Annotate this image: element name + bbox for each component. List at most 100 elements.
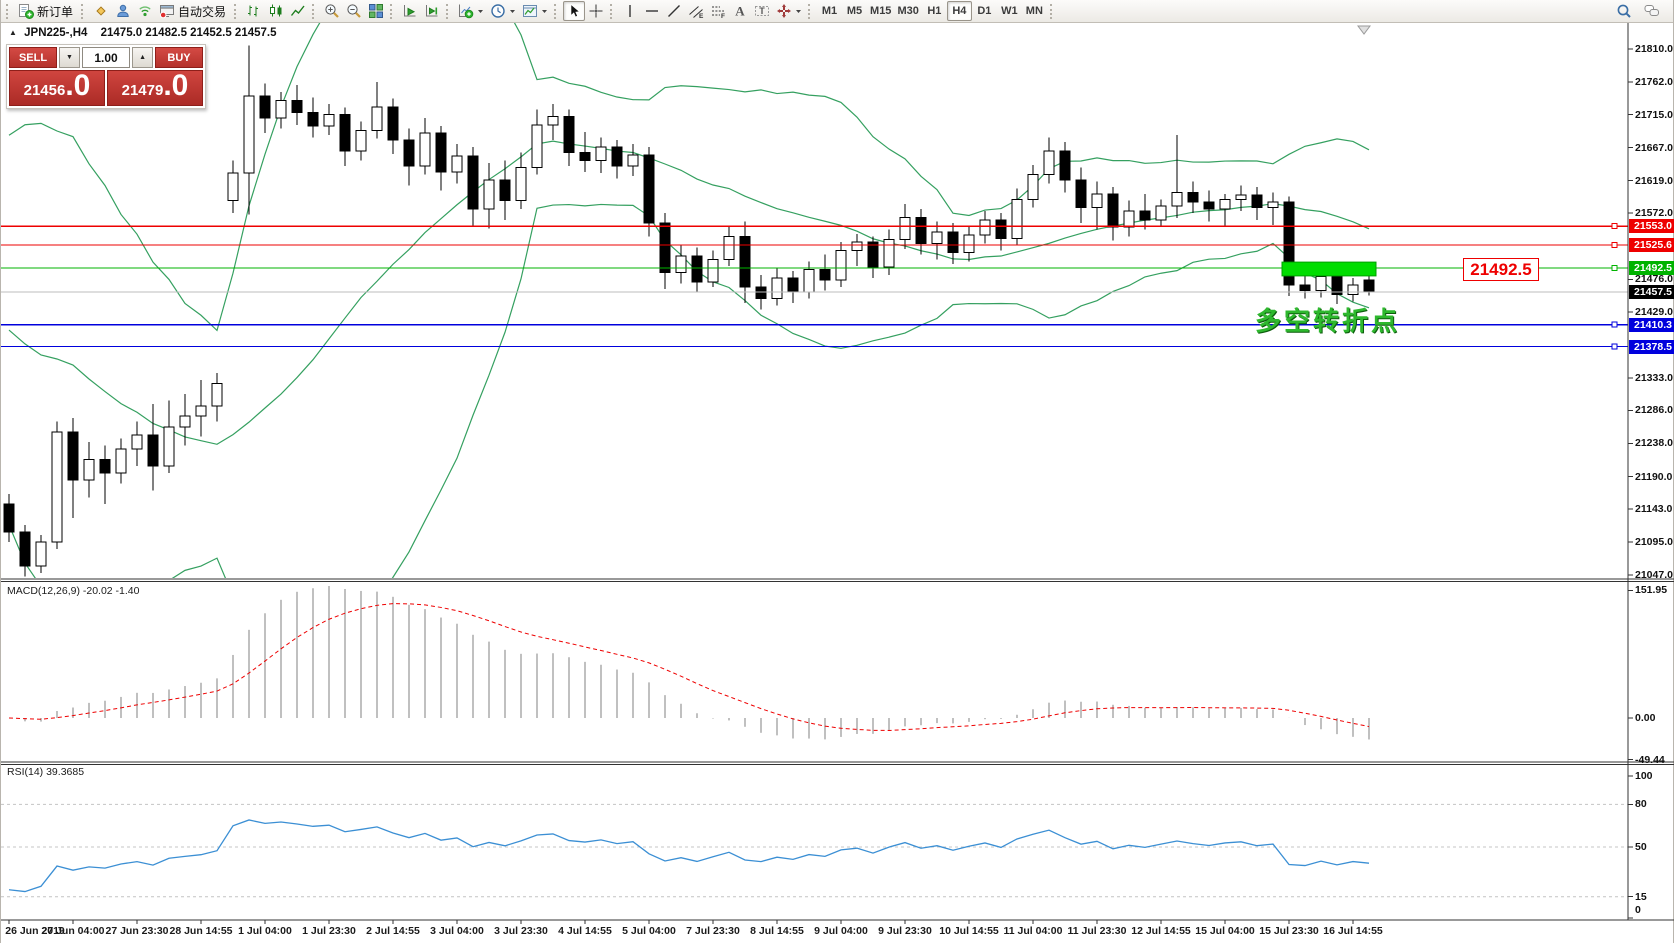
candle [3, 493, 15, 543]
candle [19, 524, 31, 577]
candle [371, 82, 383, 139]
candle [435, 126, 447, 191]
toolbar-chat-button[interactable] [1641, 1, 1663, 21]
candle [419, 117, 431, 175]
rsi-line [8, 819, 1370, 893]
price-tick-label: 21715.0 [1635, 108, 1673, 121]
time-axis-label: 8 Jul 14:55 [750, 925, 804, 937]
price-line-tag: 21457.5 [1629, 285, 1674, 300]
toolbar-candlestick-chart-button[interactable] [265, 1, 287, 21]
candle [867, 236, 879, 278]
buy-button[interactable]: BUY [155, 47, 203, 68]
candle [195, 380, 207, 437]
dropdown-caret-icon [478, 10, 484, 13]
sell-price-display[interactable]: 21456 .0 [9, 70, 105, 106]
timeframe-M30-button[interactable]: M30 [894, 1, 921, 21]
volume-input[interactable]: 1.00 [81, 47, 131, 68]
timeframe-H1-button[interactable]: H1 [922, 1, 947, 21]
toolbar-community-button[interactable] [112, 1, 134, 21]
time-axis-label: 3 Jul 04:00 [430, 925, 484, 937]
candle [179, 393, 191, 446]
toolbar-auto-trading-button[interactable]: 自动交易 [156, 1, 231, 21]
candle [99, 445, 111, 505]
price-callout-box[interactable]: 21492.5 [1463, 258, 1539, 281]
toolbar-separator [1049, 3, 1055, 19]
toolbar-text-label-button[interactable]: T [751, 1, 773, 21]
toolbar-new-order-button[interactable]: 新订单 [15, 1, 78, 21]
candle [227, 160, 239, 214]
candle [1043, 137, 1055, 184]
timeframe-M15-button[interactable]: M15 [867, 1, 894, 21]
toolbar-separator [234, 3, 239, 19]
toolbar-signals-button[interactable] [134, 1, 156, 21]
toolbar-auto-scroll-button[interactable] [399, 1, 421, 21]
rsi-axis-label: 15 [1635, 890, 1647, 903]
timeframe-D1-button[interactable]: D1 [972, 1, 997, 21]
time-axis-label: 27 Jun 04:00 [41, 925, 105, 937]
price-tick-label: 21572.0 [1635, 207, 1673, 220]
bollinger-bands [8, 23, 1370, 578]
price-tick-label: 21429.0 [1635, 305, 1673, 318]
buy-price-display[interactable]: 21479 .0 [107, 70, 203, 106]
timeframe-M5-button[interactable]: M5 [842, 1, 867, 21]
buy-price-pips: .0 [163, 69, 189, 102]
volume-decrease-button[interactable]: ▼ [59, 47, 80, 68]
toolbar-template-button[interactable] [519, 1, 551, 21]
toolbar-chart-shift-button[interactable] [421, 1, 443, 21]
sell-price-pips: .0 [65, 69, 91, 102]
timeframe-H4-button[interactable]: H4 [946, 1, 972, 21]
main-toolbar: 新订单 自动交易 E F A T M1 M5 M15 M30 H1 H4 D1 W1 MN [1, 0, 1673, 23]
timeframe-M1-button[interactable]: M1 [817, 1, 842, 21]
turning-point-annotation[interactable]: 多空转折点 [1255, 306, 1401, 336]
collapse-trade-panel-icon[interactable]: ▲ [9, 28, 17, 37]
toolbar-equidistant-channel-button[interactable]: E [685, 1, 707, 21]
toolbar-fibonacci-button[interactable]: F [707, 1, 729, 21]
candle [819, 254, 831, 291]
toolbar-period-button[interactable] [487, 1, 519, 21]
toolbar-zoom-out-button[interactable] [343, 1, 365, 21]
timeframe-W1-button[interactable]: W1 [997, 1, 1022, 21]
new-chart-icon [459, 4, 474, 19]
toolbar-cursor-button[interactable] [563, 1, 586, 21]
toolbar-horizontal-line-button[interactable] [641, 1, 663, 21]
candle [1347, 277, 1359, 302]
candle [723, 226, 735, 267]
candle [1171, 135, 1183, 218]
candle [467, 146, 479, 227]
arrows-icon [777, 4, 792, 18]
toolbar-bar-chart-button[interactable] [243, 1, 265, 21]
candle [611, 140, 623, 179]
candle [1059, 142, 1071, 193]
sell-button[interactable]: SELL [9, 47, 57, 68]
candle [947, 222, 959, 265]
candle [1027, 164, 1039, 208]
toolbar-crosshair-button[interactable] [585, 1, 607, 21]
toolbar-trend-line-button[interactable] [663, 1, 685, 21]
toolbar-text-button[interactable]: A [729, 1, 751, 21]
toolbar-vertical-line-button[interactable] [619, 1, 641, 21]
dropdown-caret-icon [542, 10, 548, 13]
toolbar-zoom-in-button[interactable] [321, 1, 343, 21]
volume-increase-button[interactable]: ▲ [132, 47, 153, 68]
toolbar-search-button[interactable] [1613, 1, 1635, 21]
candle [1107, 186, 1119, 241]
line-anchor-handle [1611, 321, 1618, 328]
candle [1331, 272, 1343, 305]
price-tick-label: 21047.0 [1635, 569, 1673, 582]
dropdown-caret-icon [796, 10, 802, 13]
price-tick-label: 21667.0 [1635, 141, 1673, 154]
one-click-trading-panel: SELL ▼ 1.00 ▲ BUY 21456 .0 21479 .0 [6, 44, 206, 109]
toolbar-arrows-button[interactable] [773, 1, 805, 21]
timeframe-MN-button[interactable]: MN [1022, 1, 1047, 21]
toolbar-line-chart-button[interactable] [287, 1, 309, 21]
sell-price-main: 21456 [23, 82, 66, 99]
time-axis-label: 5 Jul 04:00 [622, 925, 676, 937]
toolbar-new-chart-button[interactable] [455, 1, 487, 21]
toolbar-data-window-button[interactable] [90, 1, 112, 21]
price-line-tag: 21525.6 [1629, 238, 1674, 253]
bollinger-middle-band [8, 140, 1370, 445]
toolbar-tile-windows-button[interactable] [365, 1, 387, 21]
